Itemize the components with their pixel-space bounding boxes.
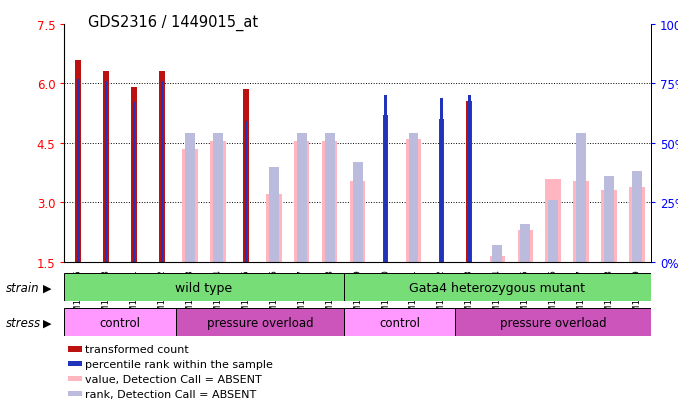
- Bar: [266, 195, 281, 262]
- Text: Gata4 heterozygous mutant: Gata4 heterozygous mutant: [410, 281, 585, 294]
- Text: pressure overload: pressure overload: [207, 316, 313, 329]
- Bar: [161, 82, 163, 262]
- Bar: [344, 273, 651, 301]
- Bar: [105, 82, 107, 262]
- Bar: [297, 134, 306, 262]
- Text: GDS2316 / 1449015_at: GDS2316 / 1449015_at: [88, 14, 258, 31]
- Bar: [210, 142, 226, 262]
- Bar: [517, 230, 533, 262]
- Bar: [350, 181, 365, 262]
- Bar: [185, 134, 195, 262]
- Bar: [546, 179, 561, 262]
- Bar: [604, 177, 614, 262]
- Bar: [344, 309, 456, 337]
- Bar: [382, 116, 388, 262]
- Text: pressure overload: pressure overload: [500, 316, 606, 329]
- Text: rank, Detection Call = ABSENT: rank, Detection Call = ABSENT: [85, 389, 257, 399]
- Text: strain: strain: [5, 281, 39, 294]
- Text: control: control: [100, 316, 141, 329]
- Bar: [629, 187, 645, 262]
- Bar: [64, 309, 176, 337]
- Bar: [576, 134, 586, 262]
- Bar: [75, 60, 81, 262]
- Bar: [468, 96, 471, 262]
- Bar: [159, 72, 165, 262]
- Bar: [456, 309, 651, 337]
- Text: value, Detection Call = ABSENT: value, Detection Call = ABSENT: [85, 374, 262, 384]
- Bar: [490, 256, 505, 262]
- Bar: [322, 142, 338, 262]
- Bar: [632, 172, 642, 262]
- Bar: [77, 79, 79, 262]
- Bar: [133, 103, 136, 262]
- Bar: [182, 150, 198, 262]
- Bar: [492, 246, 502, 262]
- Bar: [243, 90, 249, 262]
- Text: percentile rank within the sample: percentile rank within the sample: [85, 359, 273, 369]
- Text: control: control: [379, 316, 420, 329]
- Bar: [245, 122, 247, 262]
- Bar: [466, 102, 473, 262]
- Bar: [384, 96, 386, 262]
- Bar: [269, 167, 279, 262]
- Bar: [325, 134, 335, 262]
- Bar: [574, 181, 589, 262]
- Bar: [353, 163, 363, 262]
- Bar: [176, 309, 344, 337]
- Bar: [132, 88, 137, 262]
- Text: wild type: wild type: [176, 281, 233, 294]
- Bar: [548, 201, 558, 262]
- Text: stress: stress: [5, 316, 41, 329]
- Bar: [439, 120, 444, 262]
- Bar: [409, 134, 418, 262]
- Text: ▶: ▶: [43, 318, 52, 328]
- Bar: [103, 72, 109, 262]
- Bar: [64, 273, 344, 301]
- Bar: [213, 134, 223, 262]
- Bar: [406, 140, 421, 262]
- Bar: [294, 142, 309, 262]
- Bar: [601, 191, 617, 262]
- Text: ▶: ▶: [43, 282, 52, 292]
- Text: transformed count: transformed count: [85, 344, 189, 354]
- Bar: [440, 98, 443, 262]
- Bar: [520, 224, 530, 262]
